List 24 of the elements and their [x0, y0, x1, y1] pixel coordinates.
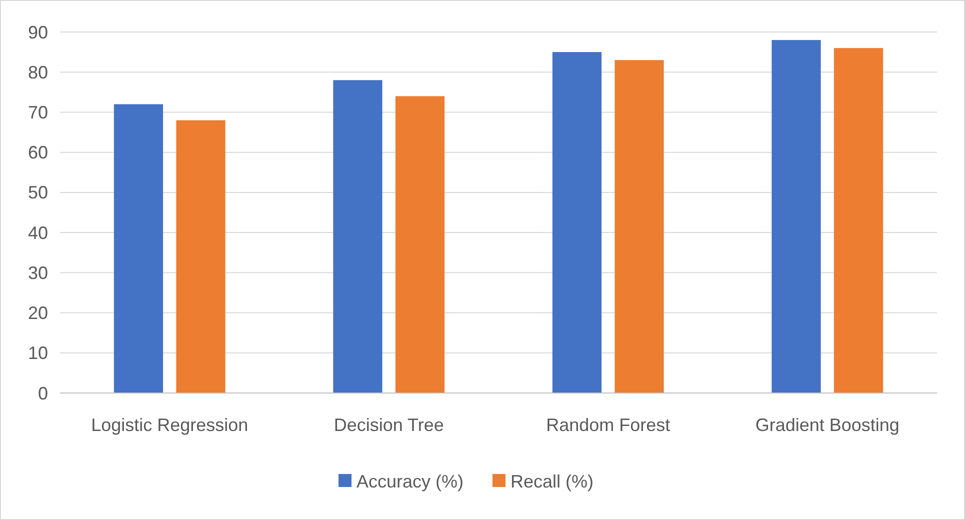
bar — [395, 96, 445, 393]
y-tick-label: 10 — [28, 343, 48, 364]
bar — [614, 60, 664, 393]
x-tick-label: Gradient Boosting — [755, 415, 900, 435]
y-tick-label: 40 — [28, 222, 48, 243]
bar — [333, 80, 382, 393]
x-tick-label: Logistic Regression — [91, 415, 248, 435]
y-tick-label: 60 — [28, 142, 48, 163]
y-tick-label: 0 — [38, 383, 48, 404]
bar — [176, 120, 226, 393]
y-tick-label: 30 — [28, 262, 48, 283]
bar — [772, 40, 821, 393]
y-tick-label: 70 — [28, 102, 48, 123]
y-tick-label: 50 — [28, 182, 48, 203]
legend-label: Recall (%) — [510, 471, 594, 492]
y-tick-label: 90 — [28, 22, 48, 42]
x-tick-label: Random Forest — [546, 415, 670, 435]
legend-label: Accuracy (%) — [356, 471, 464, 492]
y-tick-label: 20 — [28, 303, 48, 324]
bar — [552, 52, 602, 393]
bar — [114, 104, 164, 393]
y-tick-label: 80 — [28, 62, 48, 82]
x-tick-label: Decision Tree — [334, 415, 444, 435]
bar — [834, 48, 884, 393]
